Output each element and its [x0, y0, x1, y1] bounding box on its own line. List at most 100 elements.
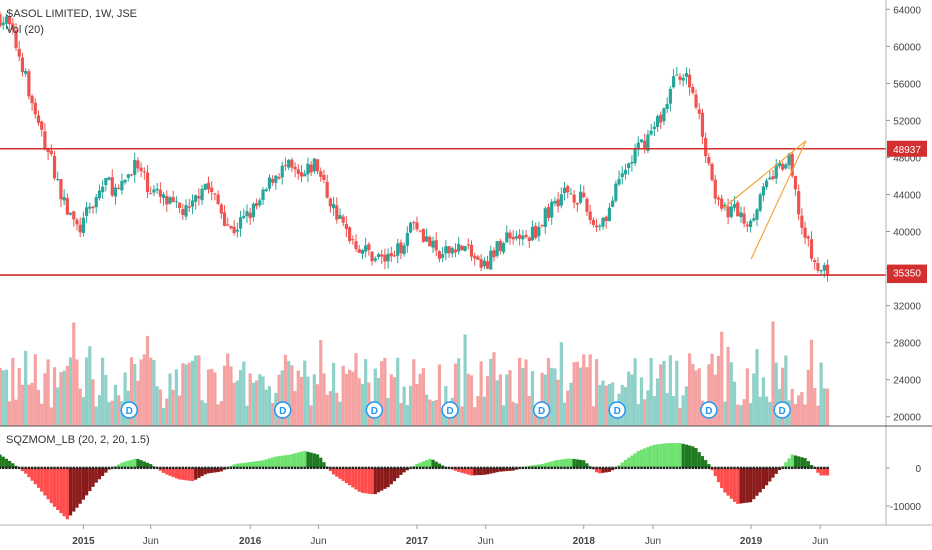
squeeze-dot: [633, 466, 637, 470]
squeeze-dot: [476, 466, 480, 470]
squeeze-dot: [473, 466, 476, 470]
dividend-marker: [608, 401, 626, 419]
momentum-bar: [88, 467, 92, 492]
momentum-bar: [354, 467, 358, 490]
momentum-bar: [145, 462, 150, 468]
volume-bar: [133, 363, 137, 426]
volume-bar: [402, 386, 406, 426]
squeeze-dot: [710, 466, 714, 470]
momentum-bar: [46, 467, 50, 500]
candle-body: [453, 249, 458, 253]
squeeze-dot: [329, 466, 332, 470]
candle-body: [94, 197, 98, 208]
momentum-bar: [36, 467, 41, 488]
candle-body: [113, 187, 118, 197]
momentum-bar: [678, 443, 682, 468]
momentum-bar: [457, 467, 461, 472]
squeeze-dot: [698, 466, 701, 470]
volume-bar: [745, 368, 749, 426]
squeeze-dot: [637, 466, 640, 470]
volume-bar: [178, 395, 182, 426]
candle-body: [370, 251, 374, 262]
candle-body: [482, 260, 486, 267]
squeeze-dot: [791, 466, 794, 470]
momentum-bar: [232, 464, 236, 468]
volume-bar: [78, 388, 82, 426]
volume-bar: [328, 391, 332, 426]
candle-body: [376, 254, 381, 257]
squeeze-dot: [566, 466, 569, 470]
volume-bar: [559, 342, 563, 426]
candle-body: [49, 150, 53, 155]
volume-bar: [588, 354, 592, 426]
dividend-marker: [273, 401, 292, 419]
volume-bar: [739, 405, 743, 426]
squeeze-dot: [40, 466, 43, 470]
squeeze-dot: [242, 466, 245, 470]
momentum-bar: [261, 460, 265, 468]
squeeze-dot: [659, 466, 662, 470]
candle-body: [594, 225, 599, 228]
candle-body: [726, 206, 730, 218]
squeeze-dot: [810, 466, 813, 470]
momentum-bar: [729, 467, 733, 499]
squeeze-dot: [746, 466, 749, 470]
squeeze-dot: [669, 466, 672, 470]
squeeze-dot: [248, 466, 252, 470]
volume-bar: [594, 359, 599, 426]
candle-body: [697, 109, 701, 114]
squeeze-dot: [178, 466, 181, 470]
momentum-bar: [1, 456, 5, 468]
candle-body: [62, 197, 66, 201]
candle-body: [450, 247, 454, 254]
squeeze-dot: [271, 466, 274, 470]
squeeze-dot: [531, 466, 534, 470]
momentum-bar: [267, 458, 272, 468]
squeeze-dot: [797, 466, 800, 470]
candle-body: [338, 215, 342, 219]
candle-body: [277, 176, 281, 179]
squeeze-dot: [98, 466, 101, 470]
momentum-bar: [748, 467, 753, 503]
squeeze-dot: [370, 466, 374, 470]
candle-body: [556, 199, 560, 207]
squeeze-dot: [406, 466, 409, 470]
squeeze-dot: [143, 466, 146, 470]
momentum-bar: [383, 467, 387, 489]
squeeze-dot: [435, 466, 438, 470]
candle-body: [784, 164, 788, 169]
price-tick-label: 28000: [893, 339, 921, 350]
momentum-bar: [530, 465, 535, 468]
candle-body: [809, 239, 814, 259]
squeeze-dot: [499, 466, 502, 470]
momentum-bar: [736, 467, 740, 504]
volume-bar: [646, 390, 650, 426]
momentum-bar: [190, 467, 195, 482]
squeeze-dot: [66, 466, 69, 470]
candle-body: [694, 94, 698, 108]
squeeze-dot: [18, 466, 21, 470]
candle-body: [306, 163, 310, 175]
momentum-bar: [91, 467, 95, 487]
candle-body: [200, 188, 204, 201]
momentum-bar: [768, 467, 772, 482]
candle-body: [312, 158, 316, 172]
squeeze-dot: [290, 466, 294, 470]
volume-bar: [489, 358, 493, 426]
candle-body: [133, 159, 137, 175]
volume-bar: [149, 357, 153, 426]
squeeze-dot: [534, 466, 537, 470]
squeeze-dot: [621, 466, 624, 470]
candle-body: [367, 244, 371, 251]
price-tick-label: 56000: [893, 79, 921, 90]
volume-bar: [91, 379, 95, 426]
volume-bar: [556, 379, 560, 426]
squeeze-dot: [393, 466, 396, 470]
candle-body: [530, 226, 535, 241]
momentum-bar: [569, 458, 573, 468]
candle-body: [408, 222, 413, 233]
squeeze-dot: [540, 466, 544, 470]
momentum-bar: [319, 457, 323, 468]
squeeze-dot: [428, 466, 432, 470]
squeeze-dot: [454, 466, 457, 470]
